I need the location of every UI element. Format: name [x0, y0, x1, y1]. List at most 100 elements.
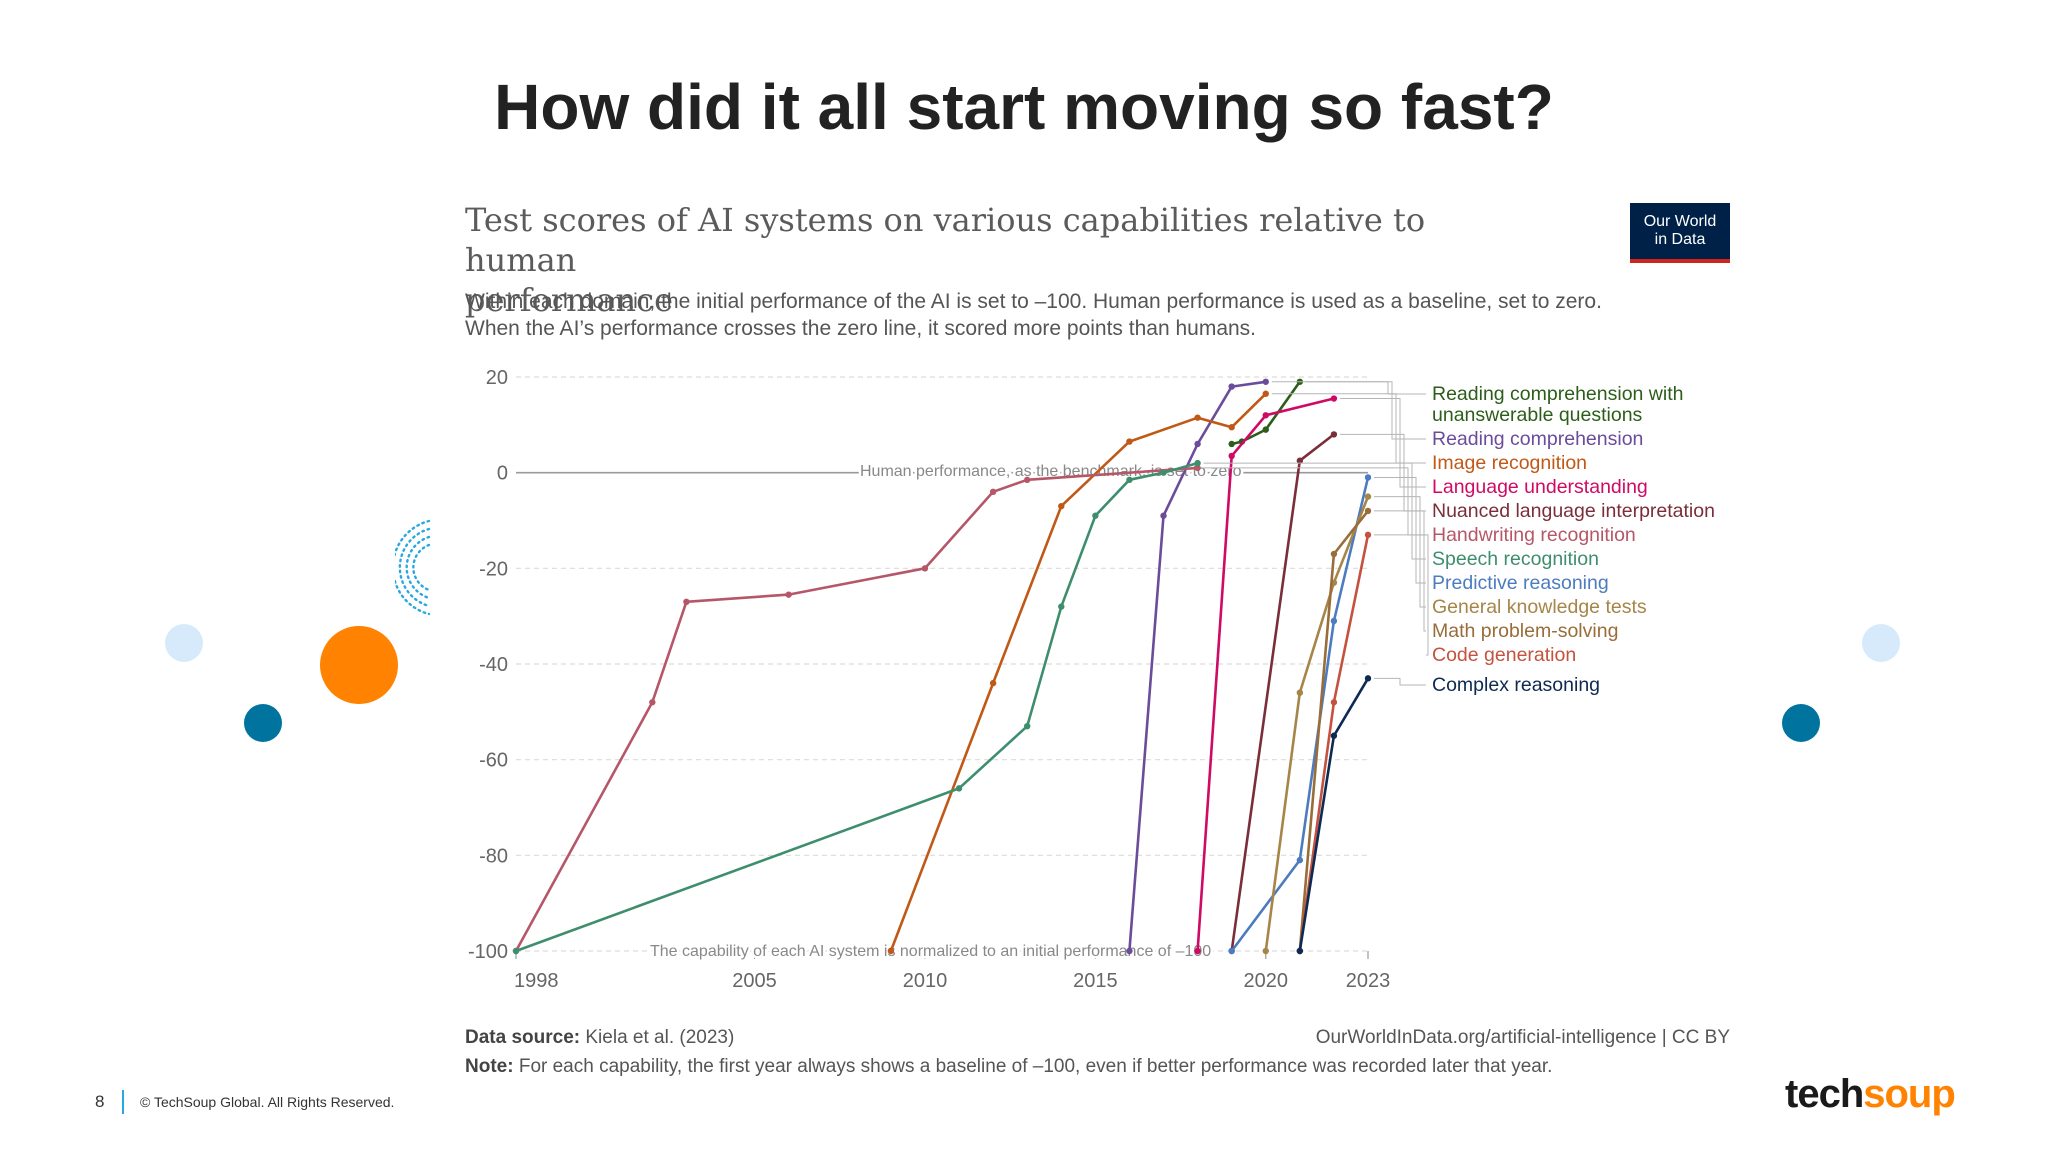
legend-connector	[1271, 393, 1426, 464]
y-tick-label: -20	[479, 558, 508, 580]
techsoup-logo[interactable]: techsoup	[1785, 1072, 1956, 1117]
series-line-3	[1196, 397, 1335, 952]
data-source: Data source: Kiela et al. (2023)	[465, 1027, 734, 1049]
chart-title-line2: performance	[465, 281, 674, 319]
note-text: For each capability, the first year alwa…	[513, 1056, 1553, 1077]
data-point	[1364, 531, 1372, 539]
owid-logo-line2: in Data	[1654, 231, 1706, 248]
chart-subtitle: Within each domain, the initial performa…	[465, 288, 1755, 342]
data-source-text: Kiela et al. (2023)	[580, 1027, 735, 1048]
legend-label: Complex reasoning	[1432, 674, 1600, 696]
data-point	[1126, 476, 1133, 484]
decor-teal-dot-left	[244, 704, 282, 742]
y-tick-label: -40	[479, 654, 508, 676]
x-tick-label: 2020	[1244, 970, 1289, 992]
decor-light-dot-right	[1862, 624, 1900, 662]
legend-connector	[1374, 677, 1426, 686]
data-point	[1330, 550, 1338, 558]
copyright-text: © TechSoup Global. All Rights Reserved.	[140, 1094, 395, 1110]
data-point	[1296, 947, 1304, 955]
data-point	[1330, 395, 1338, 402]
data-point	[1228, 383, 1235, 390]
data-point	[1092, 512, 1099, 519]
source-url-link[interactable]: OurWorldInData.org/artificial-intelligen…	[1315, 1027, 1730, 1048]
data-point	[1194, 414, 1201, 421]
x-tick-label: 2015	[1073, 970, 1118, 992]
x-tick-label: 1998	[514, 970, 559, 992]
data-point	[1228, 424, 1235, 431]
data-source-label: Data source:	[465, 1027, 581, 1048]
slide-title: How did it all start moving so fast?	[494, 71, 1554, 143]
data-point	[1330, 431, 1338, 438]
data-point	[683, 598, 690, 606]
data-point	[1023, 476, 1031, 484]
data-point	[1160, 512, 1167, 519]
data-point	[1194, 947, 1201, 955]
series-layer	[512, 378, 1372, 955]
data-point	[1058, 502, 1065, 510]
data-point	[1126, 947, 1133, 955]
data-point	[887, 947, 895, 955]
data-point	[785, 591, 792, 598]
legend-label: unanswerable questions	[1432, 404, 1643, 426]
techsoup-logo-tech: tech	[1785, 1072, 1864, 1116]
footer-separator	[122, 1090, 124, 1114]
legend-label: Reading comprehension with	[1432, 383, 1683, 405]
data-point	[1364, 474, 1372, 481]
data-point	[1364, 493, 1372, 500]
data-point	[1194, 459, 1201, 467]
techsoup-logo-soup: soup	[1863, 1072, 1956, 1116]
x-tick-label: 2023	[1346, 970, 1391, 992]
data-point	[1262, 390, 1269, 397]
chart-title: Test scores of AI systems on various cap…	[465, 200, 1525, 320]
data-point	[1330, 732, 1338, 739]
chart-subtitle-line2: When the AI’s performance crosses the ze…	[465, 317, 1257, 340]
legend-label: Handwriting recognition	[1432, 524, 1636, 546]
y-tick-label: -100	[468, 941, 508, 963]
chart-note: Note: For each capability, the first yea…	[465, 1056, 1552, 1078]
legend-label: Language understanding	[1432, 476, 1648, 498]
series-line-4	[1230, 433, 1335, 952]
data-point	[1364, 507, 1372, 515]
data-point	[1126, 438, 1133, 445]
grid-layer: 20 0 -20 -40 -60 -80 -100 1998 2005 2010 2015 2020 2…	[468, 367, 1390, 992]
legend-connector	[1339, 398, 1426, 488]
data-point	[989, 488, 997, 495]
our-world-in-data-logo[interactable]: Our World in Data	[1630, 203, 1730, 263]
chart-title-line1: Test scores of AI systems on various cap…	[465, 201, 1426, 279]
y-tick-label: 20	[486, 367, 508, 389]
legend-label: Nuanced language interpretation	[1432, 500, 1715, 522]
data-point	[1058, 603, 1065, 610]
data-point	[989, 679, 997, 687]
data-point	[1228, 440, 1235, 448]
legend-label: Speech recognition	[1432, 548, 1599, 570]
data-point	[1262, 947, 1269, 955]
legend-connector	[1271, 381, 1426, 440]
legend-connector	[1374, 477, 1426, 584]
data-point	[1262, 378, 1269, 385]
page-number: 8	[95, 1092, 105, 1111]
legend-connector	[1374, 496, 1426, 608]
note-label: Note:	[465, 1056, 514, 1077]
data-point	[1262, 412, 1269, 419]
data-point	[1330, 699, 1338, 706]
data-point	[1160, 469, 1167, 476]
data-point	[1296, 457, 1304, 464]
legend-label: Reading comprehension	[1432, 428, 1643, 450]
data-point	[512, 947, 520, 955]
series-line-8	[1264, 496, 1370, 952]
data-point	[1296, 856, 1304, 864]
owid-logo-line1: Our World	[1643, 213, 1717, 230]
data-point	[921, 565, 929, 572]
decor-teal-dot-right	[1782, 704, 1820, 742]
decor-light-dot-left	[165, 624, 203, 662]
decor-orange-dot	[320, 626, 398, 704]
y-tick-label: 0	[497, 463, 508, 485]
legend-label: General knowledge tests	[1432, 596, 1647, 618]
x-tick-label: 2010	[903, 970, 948, 992]
data-point	[1023, 722, 1031, 730]
legend-label: Predictive reasoning	[1432, 572, 1609, 594]
legend-connector	[1305, 381, 1426, 395]
annotation-layer: Human performance, as the benchmark, is …	[648, 461, 1245, 963]
chart-subtitle-line1: Within each domain, the initial performa…	[465, 290, 1602, 313]
